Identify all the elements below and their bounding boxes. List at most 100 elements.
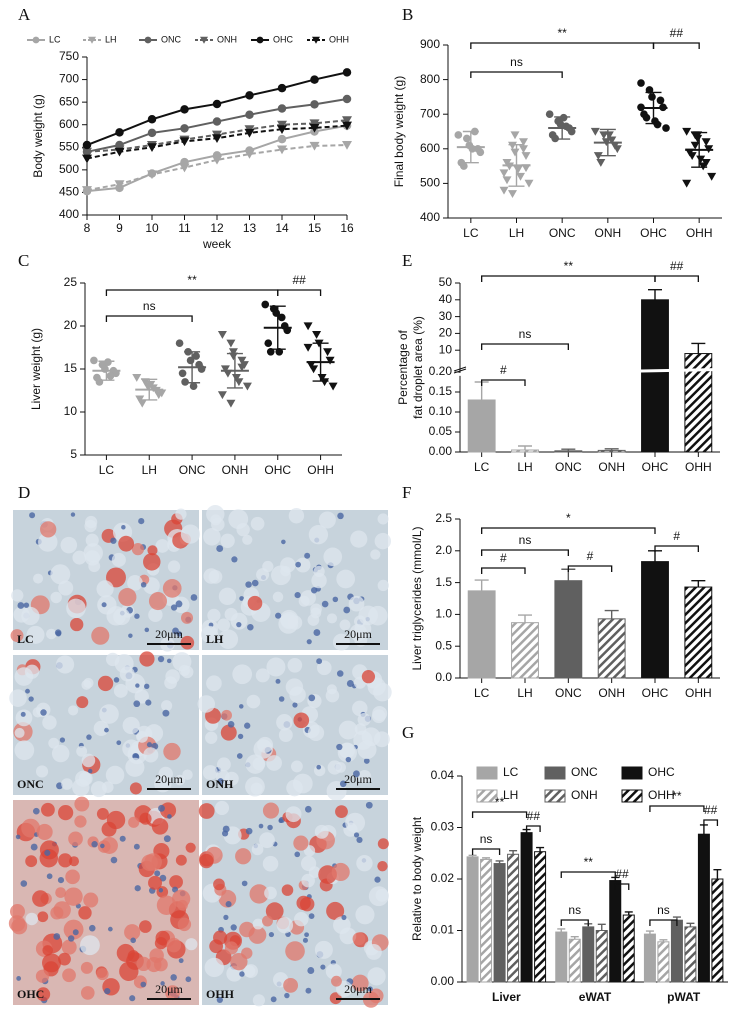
nucleus	[284, 992, 290, 999]
legend-marker	[200, 36, 208, 44]
marker	[245, 91, 254, 100]
significance-bracket	[105, 315, 193, 322]
marker	[309, 123, 320, 133]
cell	[80, 961, 93, 974]
cell	[257, 736, 274, 753]
cell	[264, 886, 277, 900]
bar	[480, 858, 493, 983]
marker	[499, 186, 509, 195]
error-bar	[462, 130, 479, 148]
marker	[277, 83, 287, 93]
x-tick-label: OHC	[640, 226, 667, 240]
axis-break-mark	[453, 368, 467, 374]
marker	[242, 382, 252, 391]
cell	[213, 878, 225, 891]
significance-label: **	[495, 795, 505, 809]
cell	[136, 730, 148, 743]
nucleus	[237, 733, 244, 740]
bar	[684, 926, 697, 983]
cell	[199, 853, 214, 869]
image-label: ONH	[206, 777, 234, 791]
marker	[682, 179, 692, 188]
significance-label: ##	[615, 867, 629, 881]
marker	[656, 96, 665, 105]
nucleus	[258, 823, 264, 829]
cell	[15, 709, 33, 727]
bar	[467, 590, 496, 679]
bar	[597, 618, 626, 679]
marker	[303, 343, 313, 352]
bar	[641, 561, 669, 679]
nucleus	[162, 709, 170, 717]
nucleus	[313, 629, 321, 636]
x-tick-label: 8	[84, 221, 91, 235]
series-line	[86, 144, 348, 192]
marker	[303, 322, 313, 331]
cell	[335, 805, 348, 819]
cell	[88, 560, 101, 573]
nucleus	[57, 877, 65, 884]
nucleus	[30, 843, 38, 851]
cell	[244, 964, 258, 978]
legend-marker	[88, 36, 96, 44]
cell	[174, 774, 186, 786]
nucleus	[86, 734, 92, 740]
significance-label: *	[566, 511, 571, 525]
panel-label: F	[402, 483, 411, 502]
nucleus	[59, 737, 66, 743]
bar	[507, 853, 520, 983]
marker	[226, 339, 236, 348]
nucleus	[190, 594, 198, 601]
significance-label: **	[564, 259, 574, 273]
marker	[277, 134, 287, 144]
nucleus	[91, 841, 98, 848]
error-bar	[141, 389, 158, 401]
legend-label: LC	[49, 34, 61, 44]
image-label: LH	[206, 632, 224, 646]
marker	[135, 395, 145, 404]
cell	[278, 728, 293, 743]
nucleus	[267, 824, 273, 831]
nucleus	[363, 758, 370, 764]
nucleus	[15, 834, 21, 840]
significance-bracket	[481, 379, 526, 386]
cell	[25, 912, 39, 926]
legend-swatch	[476, 766, 498, 780]
cell	[377, 838, 389, 850]
nucleus	[332, 596, 339, 603]
scale-bar-label: 20μm	[155, 627, 183, 641]
cell	[338, 720, 358, 740]
nucleus	[341, 915, 347, 921]
marker	[212, 134, 222, 144]
nucleus	[353, 770, 360, 778]
legend-swatch	[544, 789, 566, 803]
y-tick-label: 0.00	[429, 444, 453, 458]
nucleus	[337, 512, 344, 520]
error-bar	[98, 360, 115, 371]
nucleus	[116, 740, 122, 746]
cell	[208, 569, 223, 584]
cell	[41, 802, 55, 817]
marker	[648, 93, 656, 101]
significance-bracket	[654, 545, 699, 552]
significance-bracket	[649, 805, 705, 812]
cell	[307, 724, 325, 742]
x-tick-label: OHH	[685, 460, 712, 474]
cell	[99, 704, 119, 724]
bar	[643, 933, 656, 983]
marker	[325, 356, 335, 365]
cell	[101, 821, 117, 837]
axis-break	[452, 368, 720, 376]
y-tick-label: 800	[420, 72, 440, 86]
cell	[367, 967, 386, 986]
significance-label: ns	[510, 55, 523, 69]
cell	[147, 545, 158, 556]
marker	[309, 365, 319, 374]
y-tick-label: 10	[439, 342, 453, 356]
nucleus	[110, 537, 117, 544]
nucleus	[307, 967, 315, 974]
nucleus	[17, 602, 25, 609]
nucleus	[281, 539, 286, 545]
error-bar	[691, 131, 708, 150]
cell	[250, 516, 265, 531]
